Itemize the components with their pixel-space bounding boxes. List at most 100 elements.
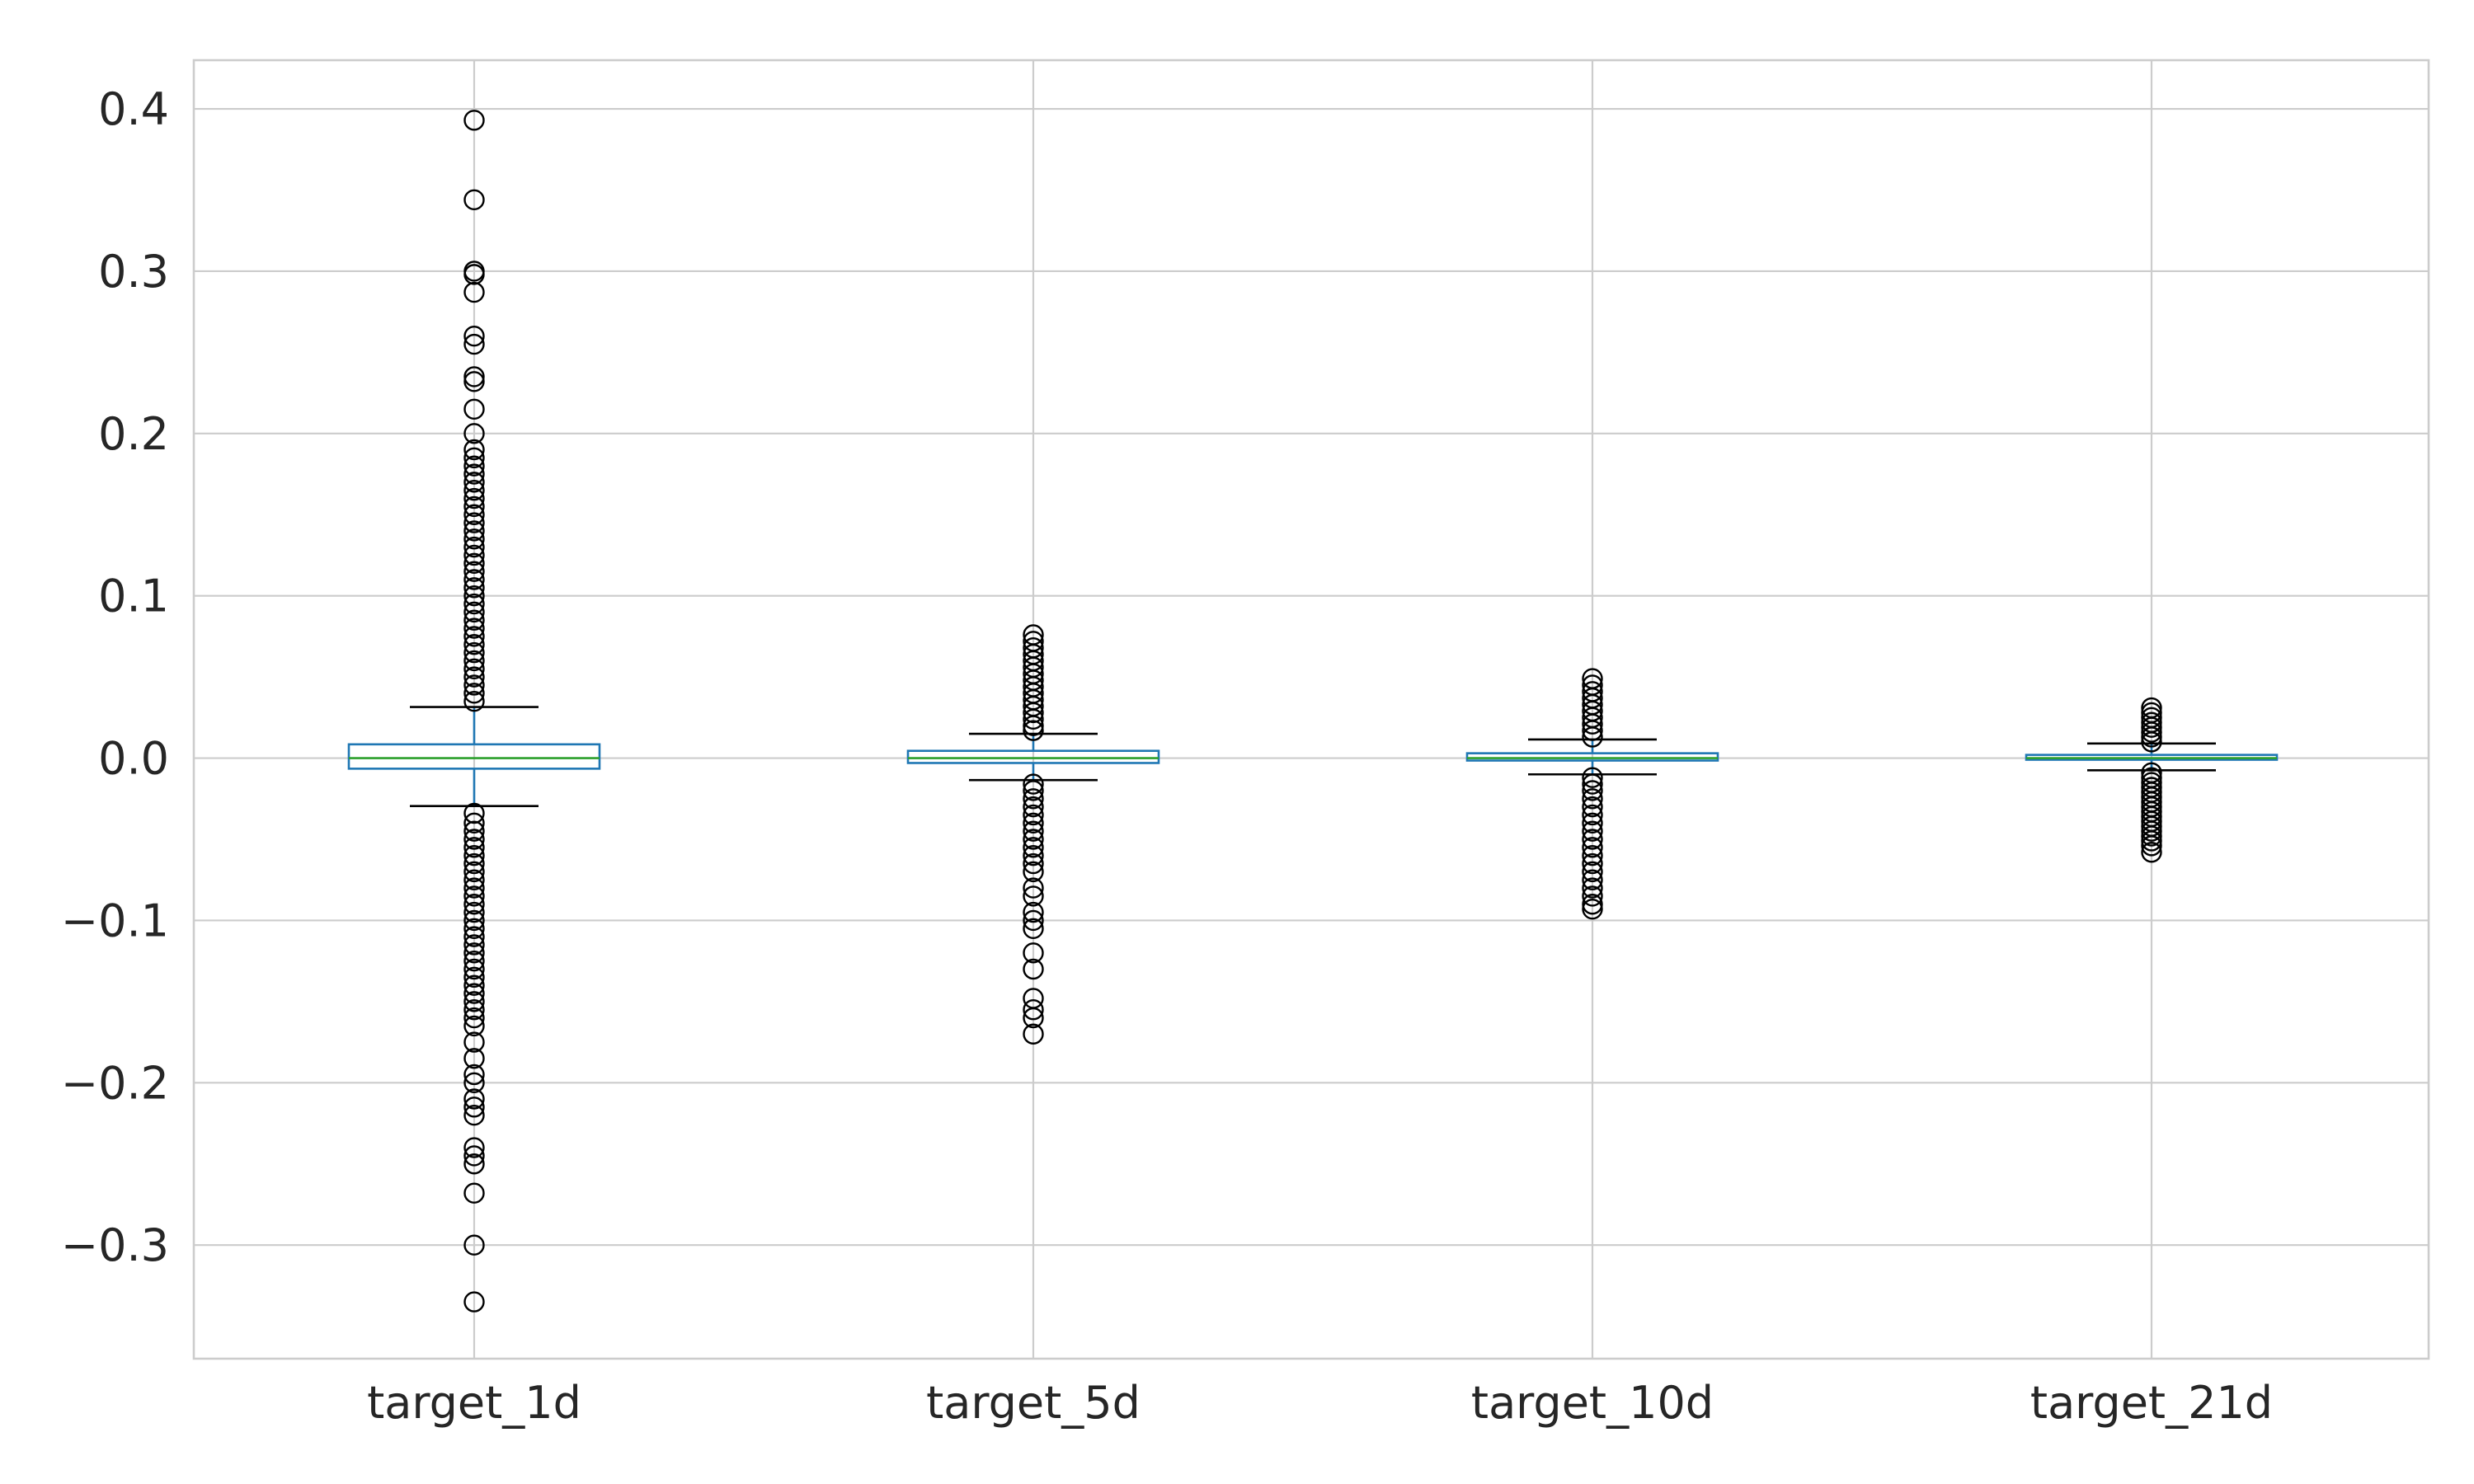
y-tick-label: 0.0	[98, 733, 169, 785]
outlier-point	[2141, 726, 2162, 748]
outlier-point	[1582, 820, 1603, 842]
outlier-point	[463, 909, 485, 932]
outlier-point	[463, 528, 485, 550]
outlier-point	[1023, 837, 1044, 858]
outlier-point	[1582, 773, 1603, 795]
outlier-point	[463, 634, 485, 655]
y-tick-label: −0.2	[61, 1057, 169, 1109]
outlier-point	[1023, 909, 1044, 932]
outlier-point	[463, 820, 485, 842]
outlier-point	[463, 325, 485, 347]
x-tick-label: target_21d	[2030, 1377, 2273, 1429]
outlier-point	[1582, 877, 1603, 899]
outlier-point	[1023, 829, 1044, 850]
outlier-point	[1582, 829, 1603, 850]
outlier-point	[463, 480, 485, 501]
outlier-point	[463, 512, 485, 533]
outlier-point	[1023, 844, 1044, 866]
outlier-point	[463, 666, 485, 688]
outlier-point	[1023, 788, 1044, 810]
iqr-box	[1465, 752, 1719, 762]
outlier-point	[463, 999, 485, 1021]
x-tick-label: target_10d	[1471, 1377, 1714, 1429]
outlier-point	[1023, 715, 1044, 736]
outlier-point	[1023, 852, 1044, 875]
outlier-point	[463, 837, 485, 858]
outlier-point	[463, 869, 485, 890]
outlier-point	[1582, 804, 1603, 826]
outlier-point	[463, 455, 485, 477]
outlier-point	[463, 577, 485, 599]
outlier-point	[1023, 901, 1044, 923]
plot-area	[347, 110, 2279, 1313]
outlier-point	[463, 398, 485, 420]
outlier-point	[1582, 852, 1603, 875]
outlier-point	[463, 1182, 485, 1204]
outlier-point	[463, 495, 485, 518]
outlier-point	[1582, 788, 1603, 810]
outlier-point	[1023, 796, 1044, 818]
outlier-point	[463, 1234, 485, 1256]
outlier-point	[463, 609, 485, 631]
outlier-point	[463, 852, 485, 875]
outlier-point	[1582, 837, 1603, 858]
outlier-point	[463, 885, 485, 907]
outlier-point	[463, 371, 485, 392]
outlier-point	[463, 423, 485, 444]
outlier-point	[1023, 702, 1044, 724]
outlier-point	[463, 683, 485, 704]
outlier-point	[463, 974, 485, 996]
x-axis-ticks: target_1d target_5d target_10d target_21d	[367, 1377, 2273, 1429]
axes-frame	[192, 59, 2430, 1360]
outlier-point	[463, 472, 485, 493]
outlier-point	[463, 918, 485, 939]
outlier-point	[463, 958, 485, 980]
outlier-point	[463, 618, 485, 639]
outlier-point	[463, 1291, 485, 1313]
outlier-point	[463, 544, 485, 566]
outlier-point	[463, 264, 485, 285]
outlier-point	[463, 950, 485, 972]
outlier-point	[463, 641, 485, 664]
outlier-point	[463, 1145, 485, 1167]
outlier-point	[463, 802, 485, 824]
outlier-point	[1023, 708, 1044, 730]
box-group-target_5d	[906, 624, 1160, 1045]
outlier-point	[1582, 894, 1603, 915]
box-group-target_1d	[347, 110, 601, 1313]
outlier-point	[1023, 918, 1044, 939]
outlier-point	[1582, 767, 1603, 788]
iqr-box	[347, 743, 601, 770]
outlier-point	[2141, 721, 2162, 743]
outlier-point	[1582, 844, 1603, 866]
outlier-point	[1023, 720, 1044, 741]
outlier-point	[463, 812, 485, 834]
y-tick-label: 0.1	[98, 571, 169, 622]
outlier-point	[463, 1088, 485, 1110]
outlier-point	[463, 281, 485, 303]
outlier-point	[463, 536, 485, 558]
outlier-point	[2141, 731, 2162, 753]
outlier-point	[1023, 1023, 1044, 1045]
y-tick-label: 0.4	[98, 83, 169, 135]
outlier-point	[463, 504, 485, 525]
outlier-point	[463, 366, 485, 387]
outlier-point	[1023, 877, 1044, 899]
outlier-point	[1582, 869, 1603, 890]
outlier-point	[463, 593, 485, 615]
outlier-point	[2141, 820, 2162, 842]
grid-lines	[194, 60, 2429, 1359]
y-tick-label: −0.1	[61, 895, 169, 946]
outlier-point	[463, 1153, 485, 1175]
iqr-box	[906, 749, 1160, 764]
box-group-target_10d	[1465, 668, 1719, 920]
outlier-point	[463, 942, 485, 964]
outlier-point	[1582, 726, 1603, 748]
outlier-point	[1023, 820, 1044, 842]
outlier-point	[463, 650, 485, 672]
outlier-point	[2141, 835, 2162, 857]
outlier-point	[463, 439, 485, 461]
outlier-point	[1582, 713, 1603, 735]
outlier-point	[2141, 842, 2162, 863]
box-group-target_21d	[2025, 697, 2279, 863]
